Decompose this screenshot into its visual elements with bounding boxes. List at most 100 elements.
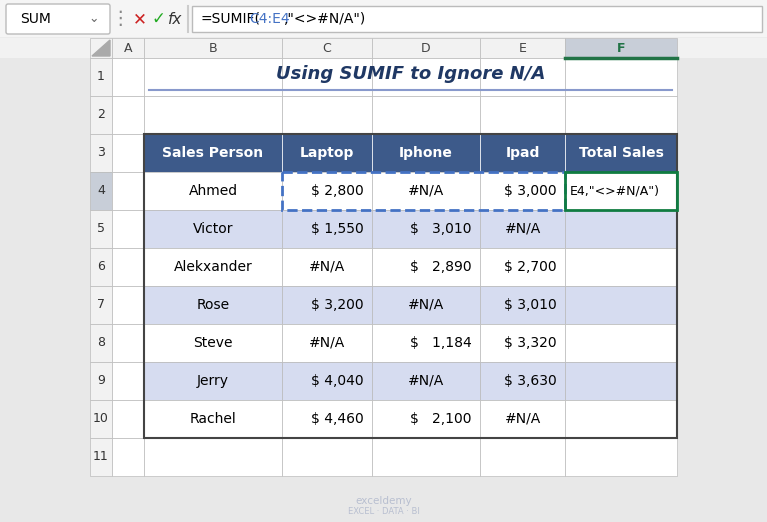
Bar bbox=[480, 210, 565, 248]
Text: #N/A: #N/A bbox=[408, 298, 444, 312]
Bar bbox=[112, 172, 144, 210]
Bar bbox=[282, 324, 372, 362]
Bar bbox=[282, 210, 372, 248]
Bar bbox=[144, 134, 282, 172]
Bar bbox=[282, 134, 372, 172]
Bar bbox=[565, 210, 677, 248]
Bar bbox=[372, 134, 480, 172]
Text: Iphone: Iphone bbox=[399, 146, 453, 160]
Bar bbox=[372, 210, 480, 248]
Bar bbox=[144, 210, 282, 248]
Bar bbox=[282, 362, 372, 400]
Bar bbox=[112, 96, 144, 134]
Text: EXCEL · DATA · BI: EXCEL · DATA · BI bbox=[347, 507, 420, 516]
Bar bbox=[372, 286, 480, 324]
Bar bbox=[144, 286, 282, 324]
Bar bbox=[112, 324, 144, 362]
Bar bbox=[192, 6, 762, 32]
Bar bbox=[565, 286, 677, 324]
Bar bbox=[0, 38, 767, 58]
Bar bbox=[480, 172, 565, 210]
Bar bbox=[282, 400, 372, 438]
Bar bbox=[90, 286, 112, 324]
Text: ,"<>#N/A"): ,"<>#N/A") bbox=[284, 12, 367, 26]
Text: Ipad: Ipad bbox=[505, 146, 540, 160]
Bar bbox=[480, 248, 565, 286]
Bar bbox=[372, 96, 480, 134]
Bar bbox=[282, 38, 372, 58]
Bar bbox=[372, 172, 480, 210]
Bar bbox=[90, 248, 112, 286]
Text: ⌄: ⌄ bbox=[89, 13, 99, 26]
Text: #N/A: #N/A bbox=[309, 336, 345, 350]
Bar bbox=[372, 400, 480, 438]
Bar bbox=[112, 38, 144, 58]
Bar bbox=[565, 248, 677, 286]
Bar bbox=[565, 324, 677, 362]
Bar bbox=[565, 400, 677, 438]
Bar bbox=[565, 210, 677, 248]
Bar bbox=[90, 58, 112, 96]
Text: C4:E4: C4:E4 bbox=[249, 12, 290, 26]
Text: #N/A: #N/A bbox=[408, 374, 444, 388]
Text: $ 3,010: $ 3,010 bbox=[504, 298, 557, 312]
Bar bbox=[565, 38, 677, 58]
Bar bbox=[565, 172, 677, 210]
Bar bbox=[480, 362, 565, 400]
FancyBboxPatch shape bbox=[6, 4, 110, 34]
Bar bbox=[144, 400, 282, 438]
Bar bbox=[282, 248, 372, 286]
Bar bbox=[112, 438, 144, 476]
Bar bbox=[90, 210, 112, 248]
Bar bbox=[282, 134, 372, 172]
Bar bbox=[282, 58, 372, 96]
Bar bbox=[144, 172, 282, 210]
Bar bbox=[282, 438, 372, 476]
Text: $ 2,800: $ 2,800 bbox=[311, 184, 364, 198]
Bar bbox=[144, 362, 282, 400]
Text: $ 4,460: $ 4,460 bbox=[311, 412, 364, 426]
Bar bbox=[565, 362, 677, 400]
Bar bbox=[282, 400, 372, 438]
Bar bbox=[372, 400, 480, 438]
Text: $ 1,550: $ 1,550 bbox=[311, 222, 364, 236]
Bar bbox=[112, 134, 144, 172]
Bar bbox=[372, 286, 480, 324]
Bar bbox=[282, 248, 372, 286]
Bar bbox=[480, 438, 565, 476]
Bar bbox=[90, 172, 112, 210]
Bar bbox=[480, 400, 565, 438]
Text: Rachel: Rachel bbox=[189, 412, 236, 426]
Bar bbox=[144, 38, 282, 58]
Bar bbox=[282, 286, 372, 324]
Bar bbox=[144, 172, 282, 210]
Bar bbox=[565, 58, 677, 96]
Text: 6: 6 bbox=[97, 260, 105, 274]
Text: E: E bbox=[518, 42, 526, 54]
Text: Jerry: Jerry bbox=[197, 374, 229, 388]
Bar bbox=[144, 324, 282, 362]
Text: 11: 11 bbox=[93, 450, 109, 464]
Bar bbox=[565, 438, 677, 476]
Bar bbox=[565, 248, 677, 286]
Bar bbox=[565, 172, 677, 210]
Text: 10: 10 bbox=[93, 412, 109, 425]
Bar bbox=[480, 210, 565, 248]
Bar bbox=[282, 210, 372, 248]
Bar bbox=[565, 172, 677, 210]
Text: #N/A: #N/A bbox=[408, 184, 444, 198]
Text: B: B bbox=[209, 42, 217, 54]
Text: Total Sales: Total Sales bbox=[578, 146, 663, 160]
Bar bbox=[372, 172, 480, 210]
Bar bbox=[480, 172, 565, 210]
Text: SUM: SUM bbox=[20, 12, 51, 26]
Text: D: D bbox=[421, 42, 431, 54]
Bar bbox=[144, 134, 282, 172]
Bar bbox=[90, 134, 112, 172]
Text: 7: 7 bbox=[97, 299, 105, 312]
Text: 1: 1 bbox=[97, 70, 105, 84]
Bar bbox=[282, 286, 372, 324]
Text: Ahmed: Ahmed bbox=[189, 184, 238, 198]
Bar bbox=[372, 248, 480, 286]
Text: $   2,890: $ 2,890 bbox=[410, 260, 472, 274]
